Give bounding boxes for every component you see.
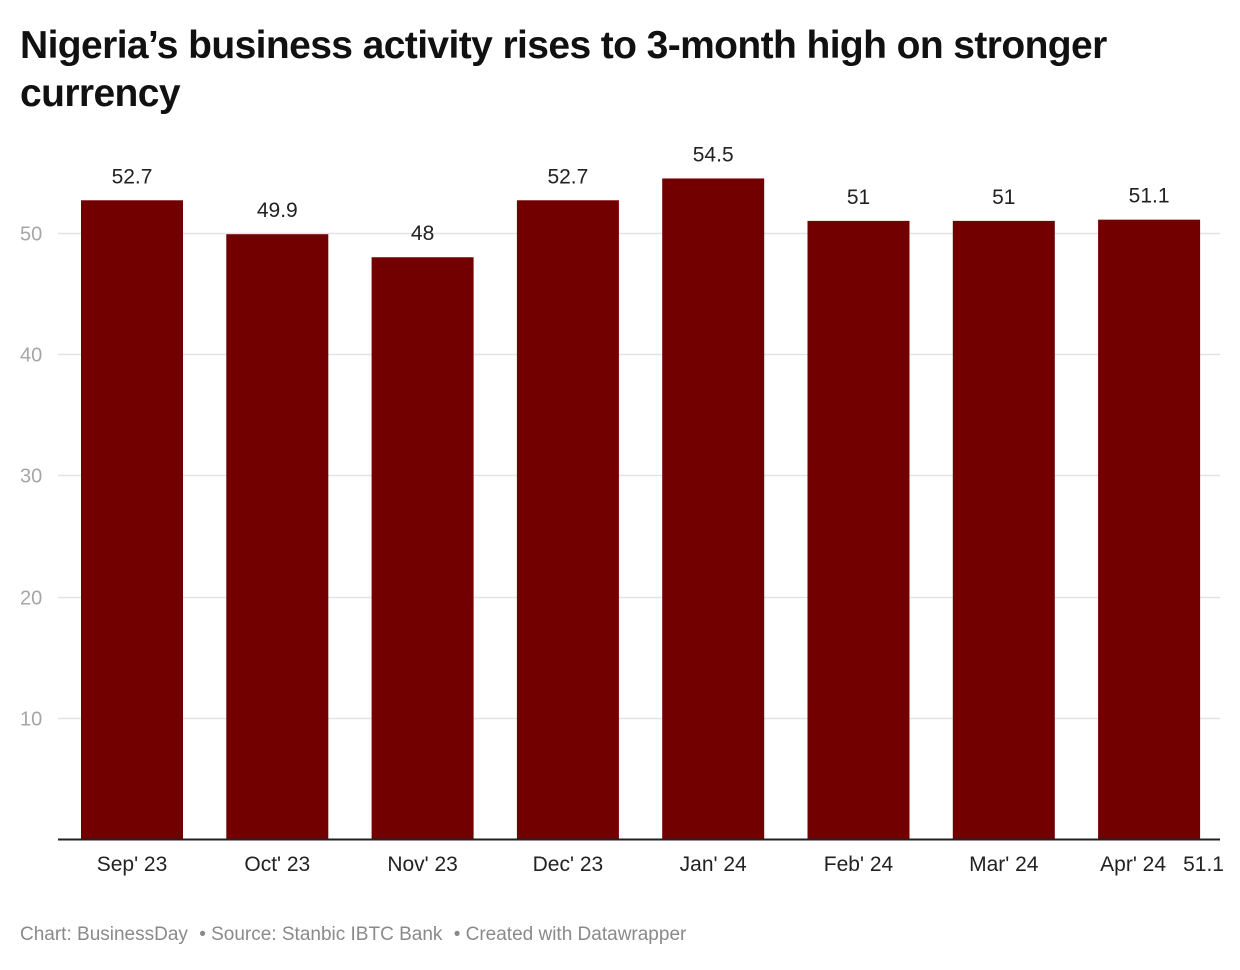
chart-footer: Chart: BusinessDay • Source: Stanbic IBT… xyxy=(20,924,692,946)
bar xyxy=(662,178,765,839)
bar xyxy=(1098,219,1201,840)
chart-credit: Chart: BusinessDay xyxy=(20,924,188,945)
bar xyxy=(952,220,1055,839)
x-tick-label: Jan' 24 xyxy=(680,853,747,876)
y-tick-label: 10 xyxy=(20,709,42,731)
x-tick-label: Nov' 23 xyxy=(387,853,458,876)
value-label: 52.7 xyxy=(112,165,153,188)
x-tick-inline-value: 51.1 xyxy=(1183,853,1224,876)
bar xyxy=(371,257,474,839)
value-label: 49.9 xyxy=(257,199,298,222)
chart-title: Nigeria’s business activity rises to 3-m… xyxy=(20,24,1107,115)
x-tick-label: Feb' 24 xyxy=(824,853,894,876)
value-label: 52.7 xyxy=(547,165,588,188)
y-tick-label: 40 xyxy=(20,345,42,367)
datawrapper-credit: • Created with Datawrapper xyxy=(453,924,687,945)
x-tick-label: Sep' 23 xyxy=(97,853,168,876)
y-tick-label: 50 xyxy=(20,224,42,246)
x-axis-labels: Sep' 23 Oct' 23 Nov' 23 Dec' 23 Jan' 24 Feb' … xyxy=(97,853,1224,876)
bar xyxy=(226,234,329,839)
value-label: 51 xyxy=(992,186,1015,209)
value-label: 51.1 xyxy=(1129,185,1170,208)
source-credit: • Source: Stanbic IBTC Bank xyxy=(199,924,443,945)
value-labels: 52.7 49.9 48 52.7 54.5 51 51 51.1 xyxy=(112,143,1170,245)
x-tick-label: Mar' 24 xyxy=(969,853,1039,876)
x-tick-label: Dec' 23 xyxy=(533,853,604,876)
value-label: 51 xyxy=(847,186,870,209)
bars xyxy=(81,178,1201,840)
value-label: 48 xyxy=(411,222,434,245)
bar xyxy=(516,200,619,839)
y-axis-ticks: 10 20 30 40 50 xyxy=(20,224,42,731)
x-tick-label: Oct' 23 xyxy=(244,853,310,876)
x-tick-label: Apr' 24 xyxy=(1100,853,1166,876)
y-tick-label: 30 xyxy=(20,466,42,488)
bar xyxy=(807,220,910,839)
y-tick-label: 20 xyxy=(20,588,42,610)
value-label: 54.5 xyxy=(693,143,734,166)
bar xyxy=(81,200,183,839)
bar-chart: 10 20 30 40 50 52.7 49.9 48 52.7 54.5 51 51 51.1 Se… xyxy=(20,143,1224,876)
